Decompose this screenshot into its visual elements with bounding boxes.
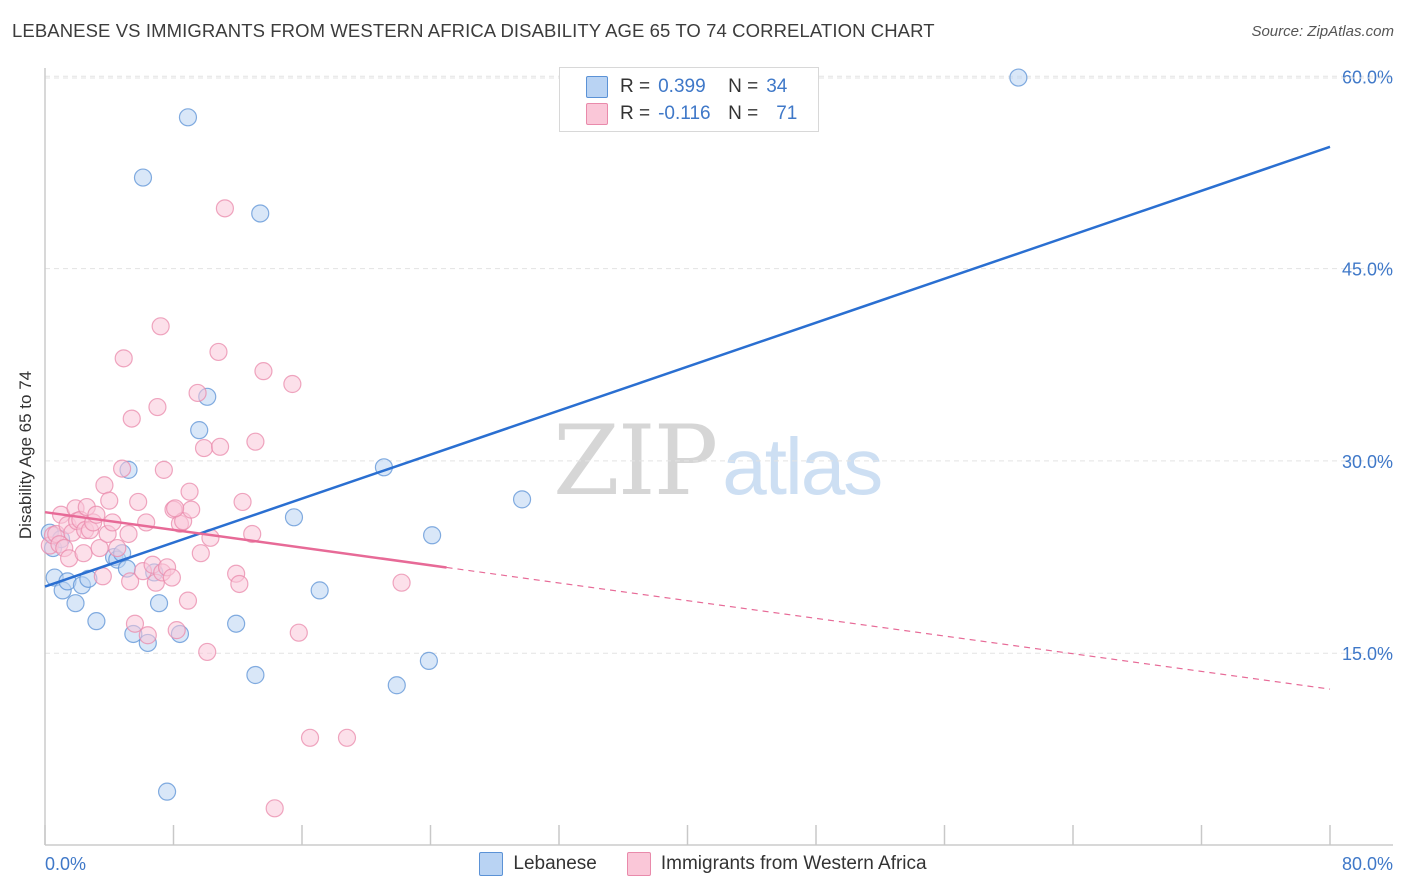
immigrants-point (100, 491, 119, 510)
immigrants-point (215, 199, 234, 218)
legend-n-label: N = (728, 103, 759, 124)
lebanese-trend-line (44, 145, 1331, 588)
immigrants-point (122, 409, 141, 428)
immigrants-point (209, 342, 228, 362)
x-tick-label: 0.0% (45, 854, 86, 874)
immigrants-point (90, 538, 109, 558)
series-legend: Lebanese Immigrants from Western Africa (0, 852, 1406, 876)
immigrants-point (243, 524, 262, 544)
immigrants-point (119, 524, 138, 544)
lebanese-point (157, 782, 177, 801)
y-tick-label: 60.0% (1342, 67, 1393, 87)
legend-n-value-lebanese: 34 (766, 76, 788, 97)
immigrants-point (121, 572, 140, 591)
legend-r-value-immigrants: -0.116 (658, 103, 711, 124)
immigrants-point (162, 568, 181, 587)
lebanese-point (251, 204, 270, 223)
immigrants-point (230, 574, 249, 594)
immigrants-trend-line-dashed (446, 566, 1331, 690)
legend-r-label: R = (620, 103, 651, 124)
immigrants-point (166, 499, 185, 518)
immigrants-point (95, 476, 114, 495)
lebanese-point (149, 594, 169, 613)
lebanese-point (310, 581, 329, 600)
immigrants-trend-line (44, 510, 447, 569)
immigrants-point (137, 513, 156, 532)
lebanese-point (284, 508, 304, 527)
lebanese-point (190, 421, 209, 440)
immigrants-point (167, 621, 186, 640)
legend-swatch-lebanese (586, 76, 608, 98)
series-swatch-lebanese (479, 852, 504, 876)
legend-n-label: N = (728, 76, 759, 97)
immigrants-point (148, 397, 167, 417)
immigrants-point (194, 438, 214, 458)
immigrants-point (112, 459, 132, 478)
immigrants-point (180, 482, 199, 501)
lebanese-point (246, 665, 265, 685)
lebanese-point (1009, 68, 1028, 87)
immigrants-point (289, 623, 308, 642)
lebanese-point (512, 490, 532, 509)
series-legend-lebanese: Lebanese (479, 852, 597, 876)
correlation-legend: R = 0.399 N = 34 R = -0.116 N = 71 (559, 67, 819, 132)
immigrants-point (191, 544, 210, 563)
immigrants-point (151, 317, 170, 336)
series-label-immigrants: Immigrants from Western Africa (660, 853, 927, 874)
lebanese-point (133, 168, 153, 187)
legend-r-value-lebanese: 0.399 (658, 76, 706, 97)
immigrants-point (125, 614, 145, 633)
legend-row-lebanese: R = 0.399 N = 34 (586, 74, 787, 100)
immigrants-point (198, 642, 217, 662)
immigrants-point (337, 728, 357, 747)
lebanese-point (423, 526, 442, 545)
y-axis-label: Disability Age 65 to 74 (16, 370, 35, 540)
immigrants-point (392, 573, 411, 592)
immigrants-point (138, 626, 157, 645)
lebanese-point (66, 594, 85, 613)
legend-row-immigrants: R = -0.116 N = 71 (586, 101, 797, 127)
immigrants-point (265, 799, 284, 818)
immigrants-point (154, 460, 173, 479)
immigrants-point (254, 362, 273, 381)
y-tick-label: 15.0% (1342, 644, 1393, 664)
immigrants-point (178, 591, 198, 610)
series-label-lebanese: Lebanese (513, 853, 597, 874)
series-swatch-immigrants (626, 852, 651, 876)
immigrants-point (182, 500, 201, 519)
immigrants-point (93, 567, 112, 586)
y-tick-label: 45.0% (1342, 260, 1393, 280)
immigrants-point (114, 349, 133, 368)
lebanese-point (178, 108, 198, 127)
immigrants-point (283, 374, 302, 394)
watermark-atlas: atlas (722, 422, 883, 511)
legend-swatch-immigrants (586, 103, 608, 125)
y-tick-label: 30.0% (1342, 452, 1393, 472)
chart-title: LEBANESE VS IMMIGRANTS FROM WESTERN AFRI… (12, 20, 935, 41)
legend-r-label: R = (620, 76, 651, 97)
lebanese-point (227, 614, 246, 633)
immigrants-point (300, 728, 320, 747)
source-label: Source: ZipAtlas.com (1251, 23, 1394, 40)
x-tick-label: 80.0% (1342, 854, 1393, 874)
immigrants-point (129, 492, 148, 512)
series-legend-immigrants: Immigrants from Western Africa (626, 852, 927, 876)
immigrants-point (188, 383, 207, 403)
immigrants-point (108, 538, 127, 558)
immigrants-point (246, 432, 265, 451)
lebanese-point (387, 676, 406, 695)
legend-n-value-immigrants: 71 (776, 103, 798, 124)
lebanese-point (87, 612, 106, 631)
lebanese-point (419, 651, 438, 670)
immigrants-point (233, 492, 252, 512)
immigrants-point (74, 544, 93, 563)
immigrants-point (210, 437, 230, 456)
